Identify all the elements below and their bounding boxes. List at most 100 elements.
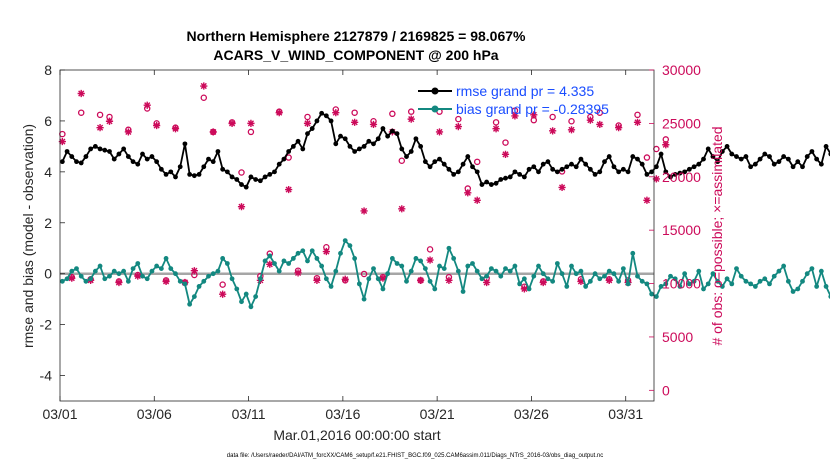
- rmse-point: [404, 154, 409, 159]
- obs-assimilated-point: [464, 189, 472, 197]
- obs-assimilated-point: [360, 207, 368, 215]
- rmse-point: [795, 159, 801, 165]
- y-axis-right-label: # of obs: o=possible; ×=assimilated: [709, 126, 725, 345]
- bias-point: [616, 278, 622, 284]
- obs-assimilated-point: [435, 128, 444, 136]
- rmse-point: [536, 169, 541, 175]
- bias-point: [413, 256, 419, 261]
- rmse-point: [116, 151, 122, 157]
- rmse-point: [272, 169, 277, 175]
- bias-point: [69, 268, 75, 274]
- bias-point: [592, 271, 598, 277]
- rmse-point: [295, 138, 301, 144]
- bias-point: [682, 271, 688, 277]
- x-tick-label: 03/26: [514, 406, 549, 422]
- bias-point: [107, 273, 112, 279]
- obs-assimilated-point: [332, 109, 340, 117]
- obs-assimilated-point: [285, 185, 293, 194]
- bias-point: [276, 268, 282, 274]
- bias-point: [668, 273, 673, 279]
- rmse-point: [790, 164, 796, 170]
- bias-point: [267, 253, 273, 259]
- bias-point: [677, 284, 683, 289]
- rmse-point: [701, 156, 706, 162]
- bias-point: [474, 268, 480, 274]
- rmse-point: [69, 154, 75, 159]
- rmse-point: [158, 166, 164, 172]
- rmse-point: [474, 169, 480, 175]
- bias-point: [78, 273, 84, 279]
- bias-point: [437, 263, 442, 269]
- rmse-point: [748, 164, 754, 170]
- chart-subtitle: ACARS_V_WIND_COMPONENT @ 200 hPa: [213, 47, 498, 63]
- bias-point: [545, 276, 551, 282]
- obs-assimilated-point: [124, 128, 132, 136]
- obs-assimilated-point: [473, 196, 481, 204]
- rmse-series: [59, 110, 830, 190]
- obs-assimilated-point: [228, 119, 236, 127]
- rmse-point: [385, 133, 391, 139]
- rmse-point: [229, 174, 235, 180]
- bias-point: [399, 263, 405, 269]
- bias-point: [333, 268, 339, 274]
- rmse-point: [366, 138, 372, 144]
- rmse-point: [512, 169, 518, 175]
- bias-point: [385, 271, 391, 277]
- rmse-point: [394, 131, 400, 137]
- bias-point: [210, 271, 216, 277]
- y-axis-left: -4 -2 0 2 4 6 8: [40, 62, 65, 384]
- bias-point: [427, 278, 433, 284]
- rmse-point: [649, 169, 655, 175]
- rmse-point: [107, 149, 112, 154]
- obs-possible-point: [568, 118, 575, 125]
- x-axis-label: Mar.01,2016 00:00:00 start: [273, 427, 440, 443]
- bias-point: [300, 248, 306, 254]
- rmse-point: [206, 156, 211, 162]
- rmse-point: [479, 182, 485, 187]
- y-right-tick-label: 10000: [662, 276, 701, 292]
- bias-point: [404, 278, 409, 284]
- rmse-point: [752, 161, 758, 167]
- rmse-point: [234, 177, 240, 182]
- bias-point: [823, 284, 829, 289]
- rmse-point: [177, 164, 183, 170]
- rmse-point: [644, 171, 650, 177]
- bias-point: [800, 278, 805, 284]
- rmse-point: [375, 136, 381, 142]
- bias-point: [521, 276, 527, 282]
- bias-point: [729, 281, 735, 287]
- rmse-point: [135, 161, 141, 167]
- bias-point: [380, 286, 386, 292]
- bias-point: [526, 286, 532, 292]
- x-tick-label: 03/11: [232, 406, 266, 422]
- bias-point: [550, 278, 556, 284]
- rmse-point: [484, 179, 490, 185]
- rmse-point: [696, 161, 702, 167]
- rmse-point: [564, 164, 570, 170]
- obs-assimilated-point: [369, 120, 378, 129]
- bias-point: [309, 248, 315, 254]
- bias-point: [630, 250, 636, 256]
- obs-possible-point: [634, 111, 641, 119]
- obs-assimilated-point: [586, 116, 594, 124]
- legend-bias-label: bias grand pr = -0.28395: [456, 101, 609, 117]
- bias-point: [182, 281, 188, 287]
- obs-possible-point: [96, 111, 104, 119]
- rmse-point: [182, 141, 188, 147]
- rmse-point: [550, 166, 556, 172]
- bias-point: [691, 278, 697, 284]
- obs-assimilated-point: [237, 203, 246, 211]
- rmse-point: [606, 154, 612, 159]
- bias-point: [295, 250, 301, 256]
- rmse-point: [620, 166, 626, 172]
- bias-point: [272, 261, 277, 266]
- bias-point: [234, 286, 240, 292]
- bias-point: [389, 256, 395, 261]
- rmse-point: [583, 161, 589, 167]
- x-tick-label: 03/01: [42, 406, 77, 422]
- y-left-tick-label: 0: [44, 266, 52, 282]
- bias-point: [578, 268, 584, 274]
- bias-point: [597, 276, 603, 282]
- rmse-point: [757, 156, 763, 162]
- bias-point: [804, 271, 810, 277]
